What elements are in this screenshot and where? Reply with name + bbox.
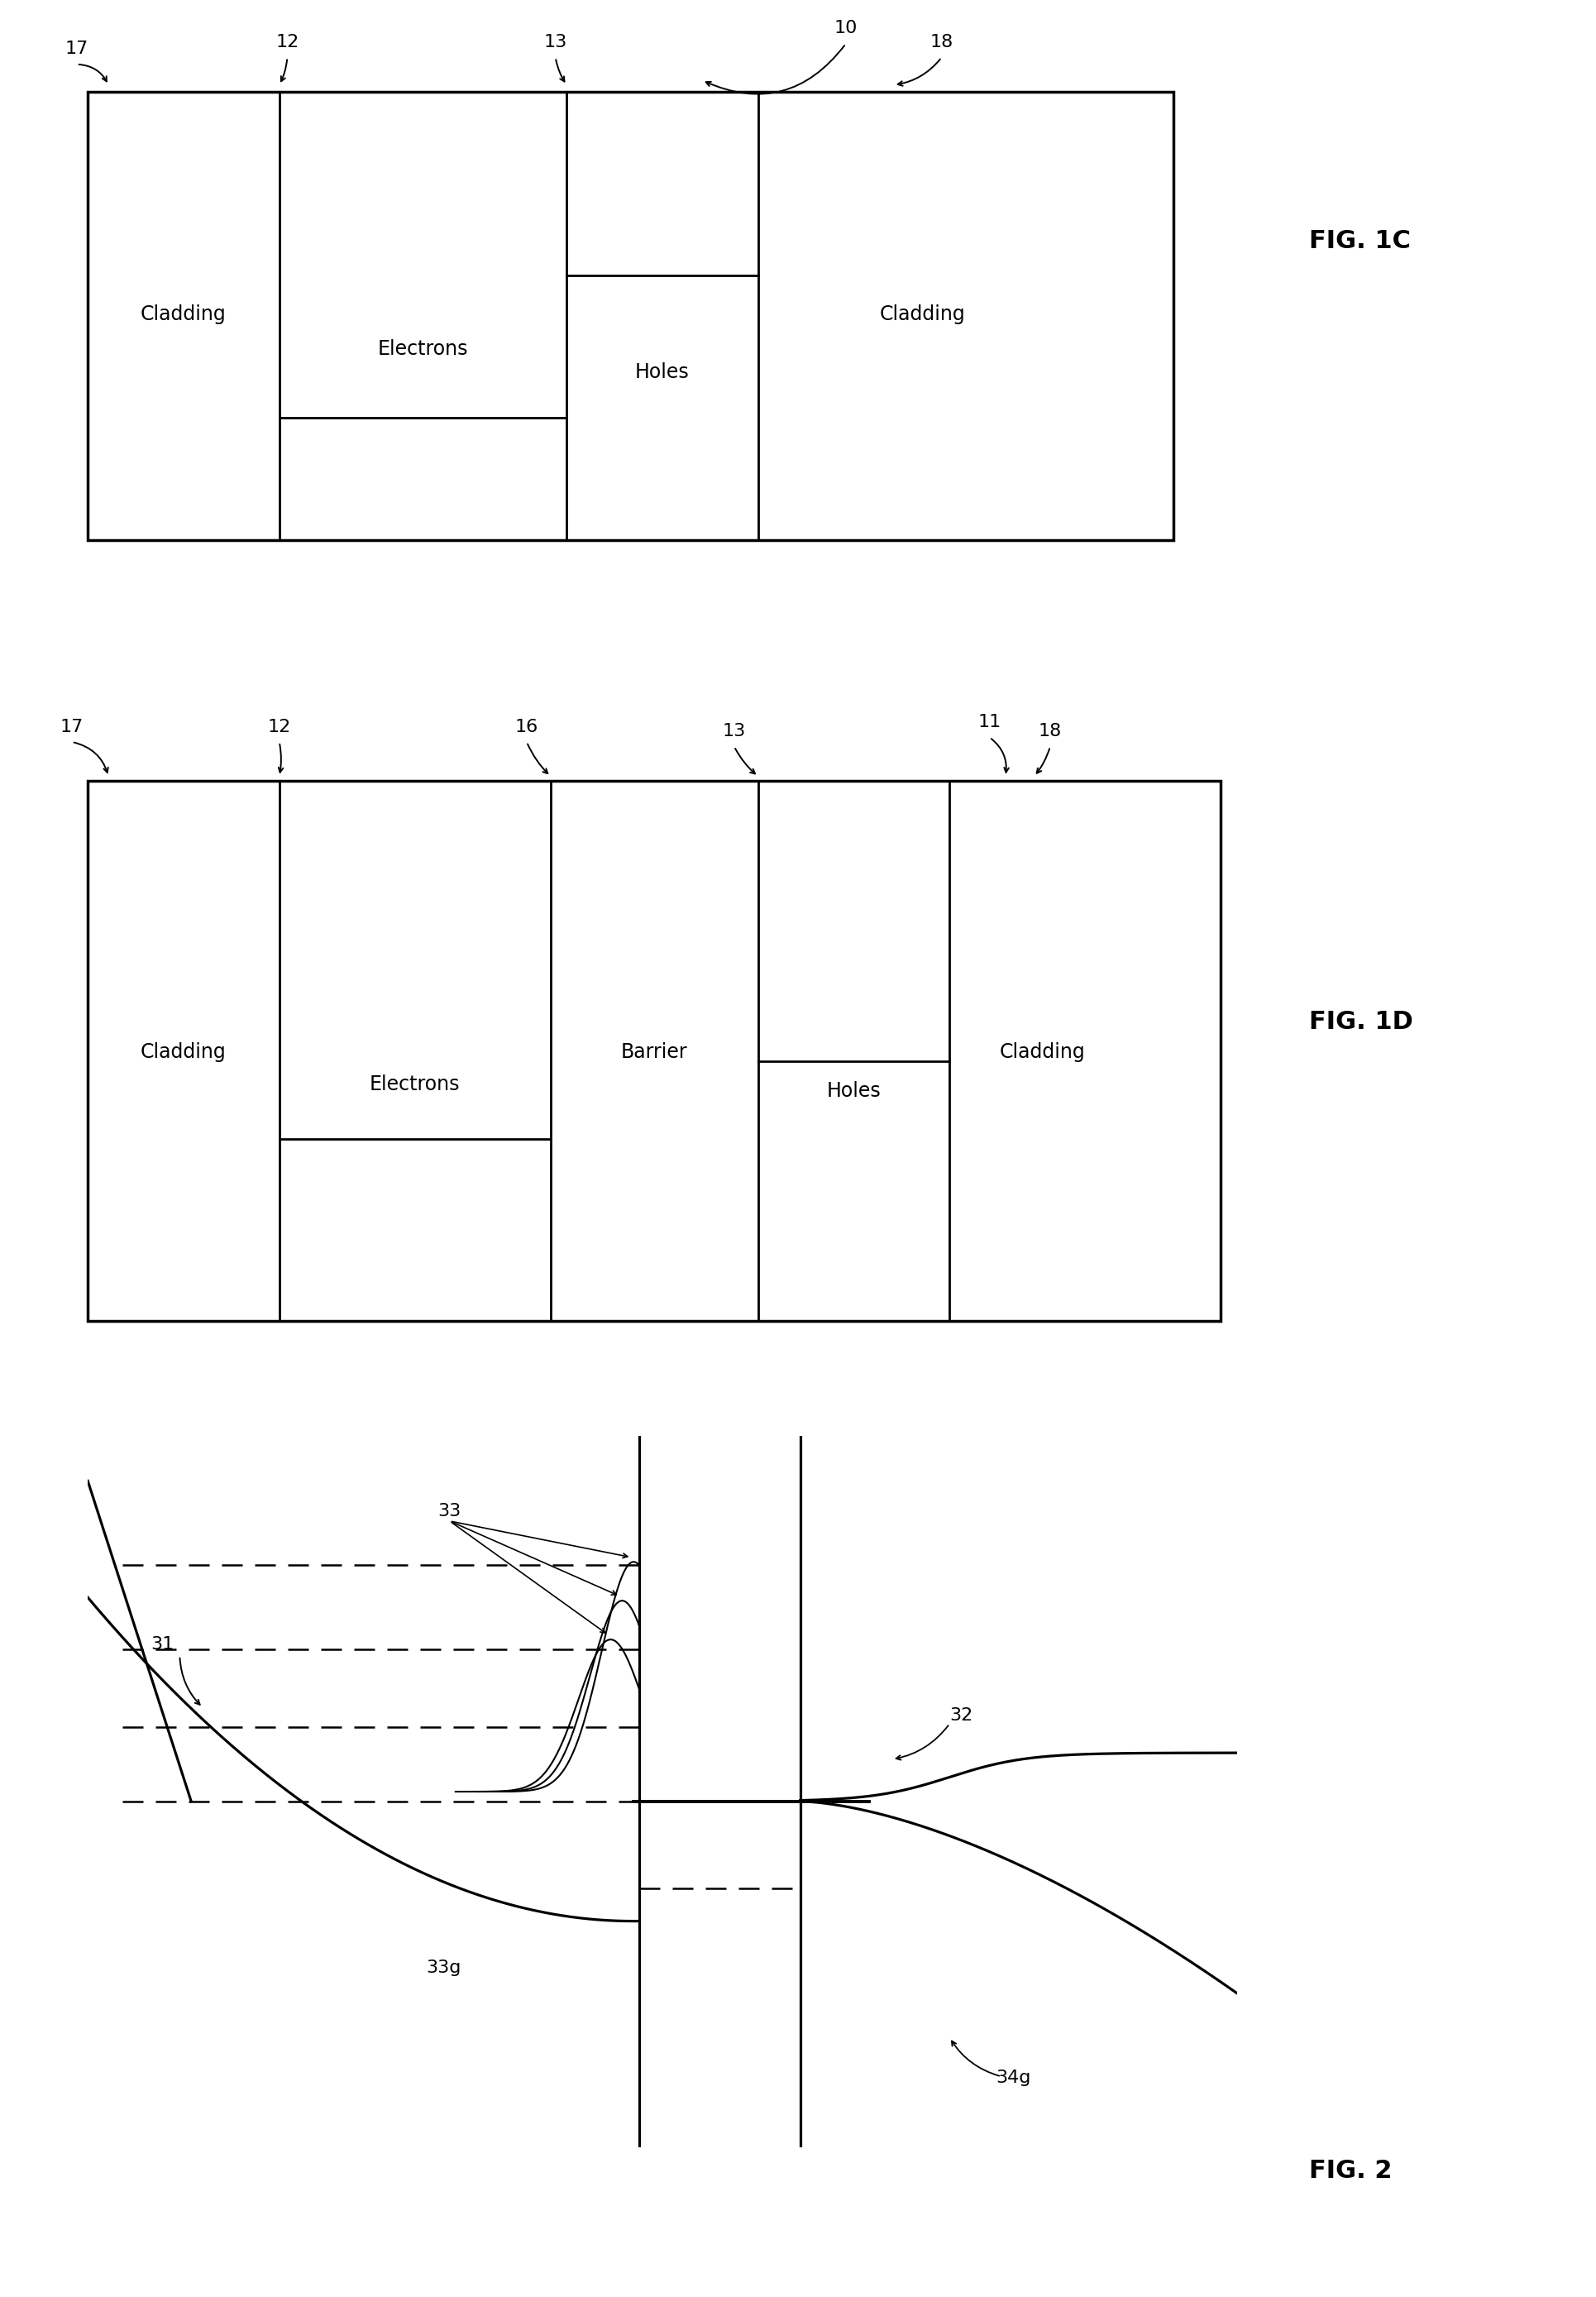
- Text: 34g: 34g: [996, 2070, 1031, 2086]
- Bar: [88, 92, 1173, 540]
- Text: 12: 12: [268, 719, 290, 735]
- Text: 17: 17: [61, 719, 83, 735]
- Text: Holes: Holes: [635, 363, 689, 381]
- Text: FIG. 1C: FIG. 1C: [1309, 230, 1411, 253]
- Text: 17: 17: [65, 41, 88, 57]
- Text: Electrons: Electrons: [378, 340, 468, 358]
- Bar: [88, 781, 1221, 1321]
- Text: 11: 11: [978, 714, 1001, 730]
- Text: Electrons: Electrons: [370, 1075, 460, 1093]
- Text: 18: 18: [1039, 724, 1061, 740]
- Text: 18: 18: [930, 34, 953, 51]
- Text: Cladding: Cladding: [140, 306, 227, 324]
- Text: Cladding: Cladding: [999, 1043, 1085, 1061]
- Text: Cladding: Cladding: [140, 1043, 227, 1061]
- Text: 12: 12: [276, 34, 298, 51]
- Text: 33g: 33g: [426, 1959, 461, 1975]
- Text: 13: 13: [544, 34, 567, 51]
- Text: 32: 32: [950, 1707, 974, 1723]
- Text: FIG. 1D: FIG. 1D: [1309, 1011, 1412, 1034]
- Text: 13: 13: [723, 724, 745, 740]
- Text: 16: 16: [516, 719, 538, 735]
- Text: 31: 31: [152, 1635, 174, 1652]
- Text: 10: 10: [835, 21, 857, 37]
- Text: Holes: Holes: [827, 1082, 881, 1100]
- Text: Barrier: Barrier: [621, 1043, 688, 1061]
- Text: FIG. 2: FIG. 2: [1309, 2159, 1392, 2182]
- Text: 33: 33: [437, 1502, 461, 1521]
- Text: Cladding: Cladding: [879, 306, 966, 324]
